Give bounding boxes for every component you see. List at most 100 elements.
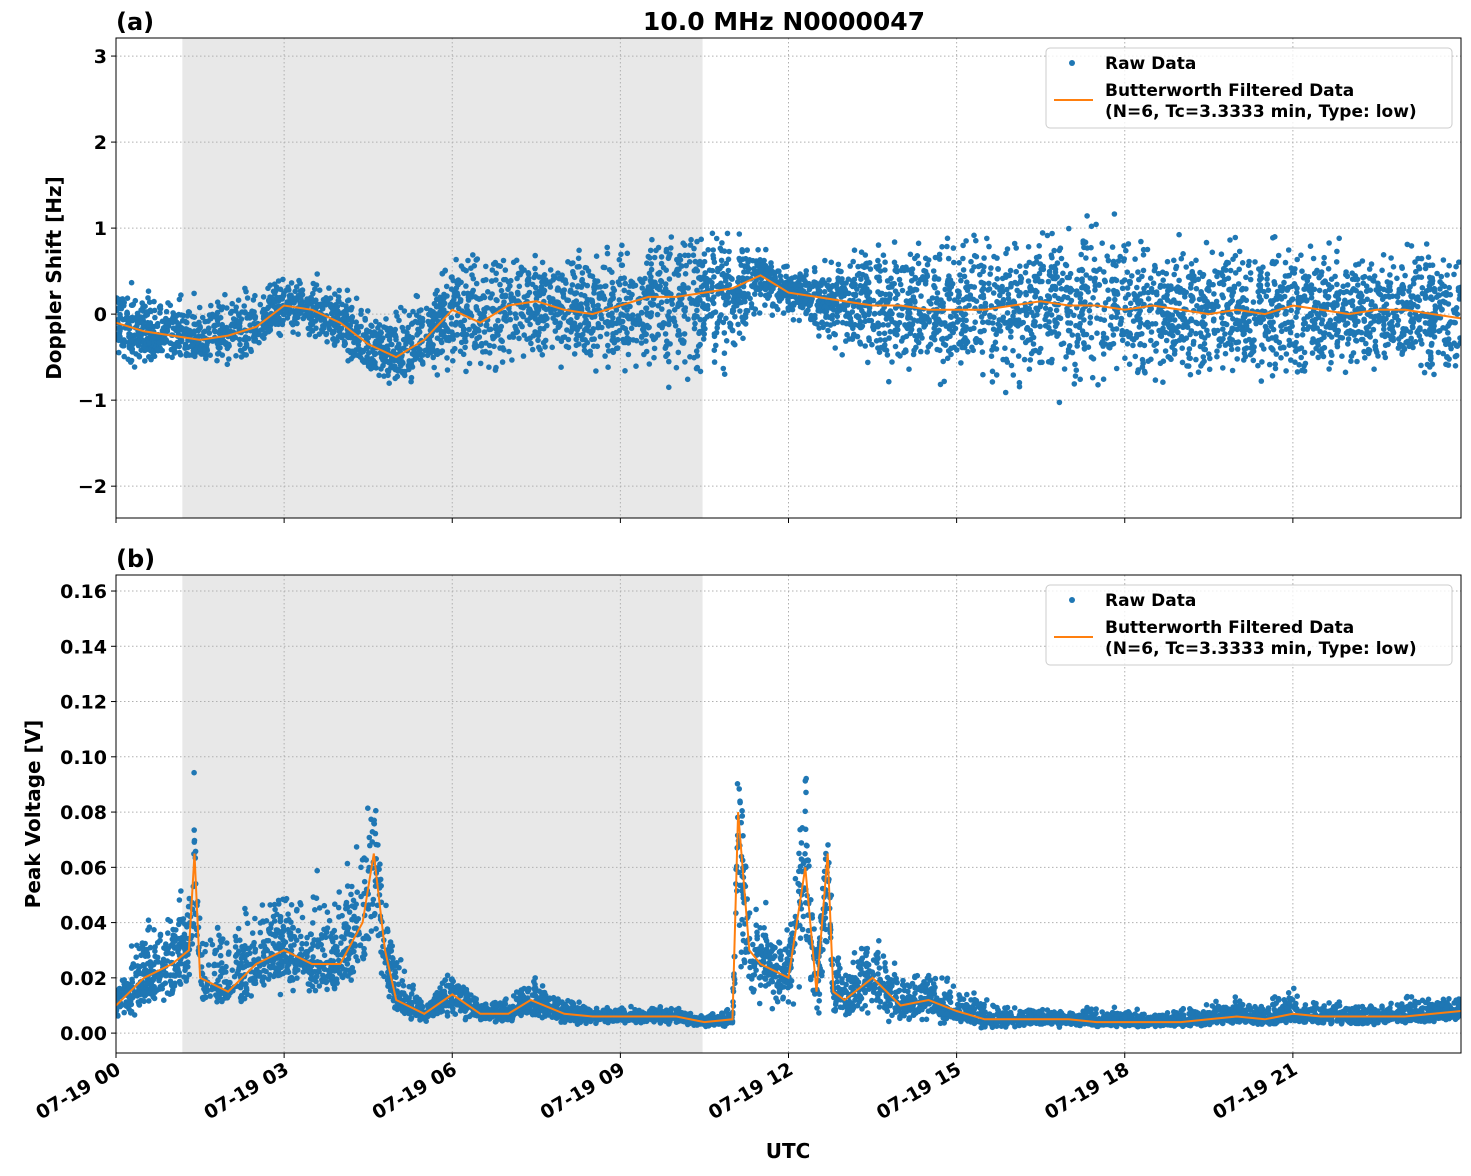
- raw-data-point: [1294, 257, 1300, 263]
- raw-data-point: [517, 284, 523, 290]
- raw-data-point: [893, 344, 899, 350]
- raw-data-point: [571, 300, 577, 306]
- raw-data-point: [1068, 271, 1074, 277]
- raw-data-point: [696, 331, 702, 337]
- raw-data-point: [695, 365, 701, 371]
- raw-data-point: [887, 292, 893, 298]
- raw-data-point: [1276, 253, 1282, 259]
- raw-data-point: [213, 323, 219, 329]
- raw-data-point: [1131, 318, 1137, 324]
- raw-data-point: [886, 285, 892, 291]
- raw-data-point: [1152, 265, 1158, 271]
- raw-data-point: [958, 278, 964, 284]
- raw-data-point: [619, 262, 625, 268]
- raw-data-point: [430, 355, 436, 361]
- raw-data-point: [615, 319, 621, 325]
- raw-data-point: [197, 324, 203, 330]
- raw-data-point: [640, 327, 646, 333]
- raw-data-point: [550, 315, 556, 321]
- raw-data-point: [1142, 369, 1148, 375]
- raw-data-point: [1423, 266, 1429, 272]
- raw-data-point: [1105, 287, 1111, 293]
- raw-data-point: [781, 310, 787, 316]
- raw-data-point: [1080, 328, 1086, 334]
- raw-data-point: [353, 319, 359, 325]
- raw-data-point: [1368, 302, 1374, 308]
- raw-data-point: [295, 331, 301, 337]
- raw-data-point: [208, 303, 214, 309]
- raw-data-point: [908, 252, 914, 258]
- raw-data-point: [754, 286, 760, 292]
- raw-data-point: [198, 346, 204, 352]
- raw-data-point: [1281, 280, 1287, 286]
- raw-data-point: [392, 333, 398, 339]
- raw-data-point: [656, 245, 662, 251]
- raw-data-point: [1172, 317, 1178, 323]
- raw-data-point: [924, 349, 930, 355]
- raw-data-point: [962, 328, 968, 334]
- raw-data-point: [629, 326, 635, 332]
- raw-data-point: [1207, 367, 1213, 373]
- raw-data-point: [916, 340, 922, 346]
- raw-data-point: [692, 313, 698, 319]
- raw-data-point: [1120, 338, 1126, 344]
- raw-data-point: [1025, 338, 1031, 344]
- raw-data-point: [1194, 286, 1200, 292]
- raw-data-point: [450, 278, 456, 284]
- raw-data-point: [556, 276, 562, 282]
- raw-data-point: [851, 333, 857, 339]
- raw-data-point: [145, 295, 151, 301]
- raw-data-point: [618, 252, 624, 258]
- raw-data-point: [116, 350, 122, 356]
- raw-data-point: [1097, 282, 1103, 288]
- raw-data-point: [644, 305, 650, 311]
- raw-data-point: [582, 314, 588, 320]
- raw-data-point: [1426, 254, 1432, 260]
- raw-data-point: [1210, 250, 1216, 256]
- raw-data-point: [1080, 238, 1086, 244]
- raw-data-point: [710, 247, 716, 253]
- raw-data-point: [1283, 368, 1289, 374]
- raw-data-point: [449, 329, 455, 335]
- raw-data-point: [1101, 351, 1107, 357]
- chart-title: 10.0 MHz N0000047: [643, 7, 925, 36]
- raw-data-point: [712, 347, 718, 353]
- raw-data-point: [428, 308, 434, 314]
- raw-data-point: [444, 355, 450, 361]
- raw-data-point: [1038, 261, 1044, 267]
- raw-data-point: [1444, 355, 1450, 361]
- raw-data-point: [1094, 330, 1100, 336]
- raw-data-point: [1220, 273, 1226, 279]
- raw-data-point: [1011, 372, 1017, 378]
- raw-data-point: [362, 316, 368, 322]
- raw-data-point: [480, 349, 486, 355]
- raw-data-point: [757, 310, 763, 316]
- raw-data-point: [1070, 332, 1076, 338]
- raw-data-point: [963, 285, 969, 291]
- raw-data-point: [590, 299, 596, 305]
- raw-data-point: [846, 276, 852, 282]
- raw-data-point: [1055, 260, 1061, 266]
- raw-data-point: [434, 288, 440, 294]
- raw-data-point: [494, 298, 500, 304]
- raw-data-point: [323, 321, 329, 327]
- raw-data-point: [1313, 270, 1319, 276]
- raw-data-point: [1321, 354, 1327, 360]
- raw-data-point: [1102, 317, 1108, 323]
- raw-data-point: [1066, 226, 1072, 232]
- raw-data-point: [464, 305, 470, 311]
- raw-data-point: [1145, 320, 1151, 326]
- raw-data-point: [1436, 350, 1442, 356]
- raw-data-point: [190, 342, 196, 348]
- raw-data-point: [928, 342, 934, 348]
- raw-data-point: [1240, 260, 1246, 266]
- raw-data-point: [729, 276, 735, 282]
- raw-data-point: [862, 314, 868, 320]
- raw-data-point: [1448, 343, 1454, 349]
- raw-data-point: [1228, 268, 1234, 274]
- raw-data-point: [652, 255, 658, 261]
- raw-data-point: [1171, 297, 1177, 303]
- raw-data-point: [946, 287, 952, 293]
- raw-data-point: [1289, 265, 1295, 271]
